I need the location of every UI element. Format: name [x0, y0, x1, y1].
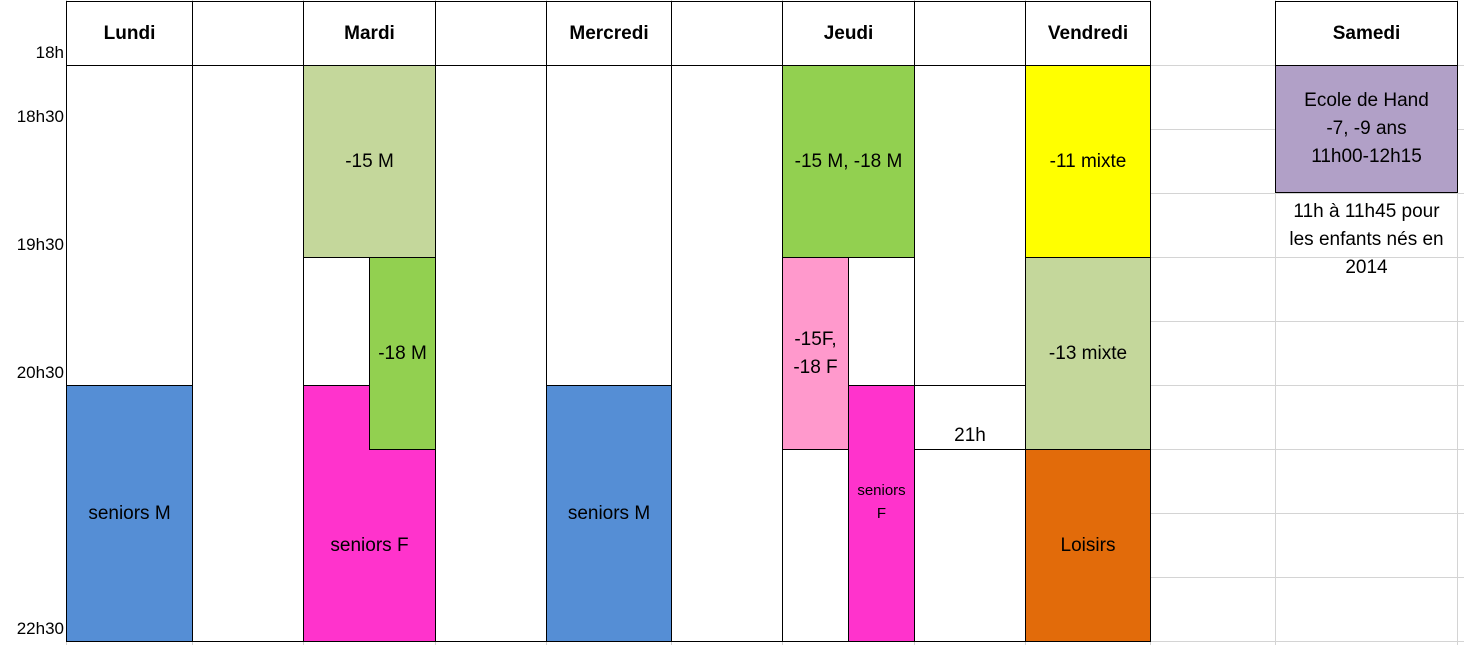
jeudi-21h-label: 21h: [954, 425, 986, 446]
day-header-lundi: Lundi: [66, 1, 193, 66]
jeudi-21h-line: [914, 449, 1026, 450]
time-label-18h30: 18h30: [16, 107, 64, 126]
day-header-mardi: Mardi: [303, 1, 436, 66]
session-mercredi-seniors-m: seniors M: [546, 385, 672, 642]
empty-cell: [671, 1, 783, 66]
day-header-samedi: Samedi: [1275, 1, 1458, 66]
session-samedi-ecole-de-hand: Ecole de Hand -7, -9 ans 11h00-12h15: [1275, 65, 1458, 193]
time-label-18h: 18h: [35, 43, 64, 62]
day-header-vendredi: Vendredi: [1025, 1, 1151, 66]
empty-cell: [914, 65, 1026, 386]
session-vendredi-11-mixte: -11 mixte: [1025, 65, 1151, 258]
empty-cell: [848, 257, 915, 386]
empty-cell: [914, 449, 1026, 642]
empty-cell: [546, 65, 672, 386]
session-vendredi-13-mixte: -13 mixte: [1025, 257, 1151, 450]
session-mardi-15-m: -15 M: [303, 65, 436, 258]
empty-cell: [671, 65, 783, 642]
day-header-jeudi: Jeudi: [782, 1, 915, 66]
empty-cell: [192, 65, 304, 642]
empty-cell: [66, 65, 193, 386]
day-header-mercredi: Mercredi: [546, 1, 672, 66]
empty-cell: [435, 1, 547, 66]
session-jeudi-seniors-f: seniors F: [848, 385, 915, 642]
time-label-19h30: 19h30: [16, 235, 64, 254]
empty-cell: [192, 1, 304, 66]
time-label-20h30: 20h30: [16, 363, 64, 382]
session-vendredi-loisirs: Loisirs: [1025, 449, 1151, 642]
empty-cell: [782, 449, 849, 642]
empty-cell: [914, 1, 1026, 66]
session-jeudi-15-18-m: -15 M, -18 M: [782, 65, 915, 258]
session-jeudi-15f-18f: -15F, -18 F: [782, 257, 849, 450]
empty-cell: [435, 65, 547, 642]
session-mardi-18-m: -18 M: [369, 257, 436, 450]
time-label-22h30: 22h30: [16, 619, 64, 638]
session-lundi-seniors-m: seniors M: [66, 385, 193, 642]
samedi-note: 11h à 11h45 pour les enfants nés en 2014: [1289, 201, 1444, 278]
